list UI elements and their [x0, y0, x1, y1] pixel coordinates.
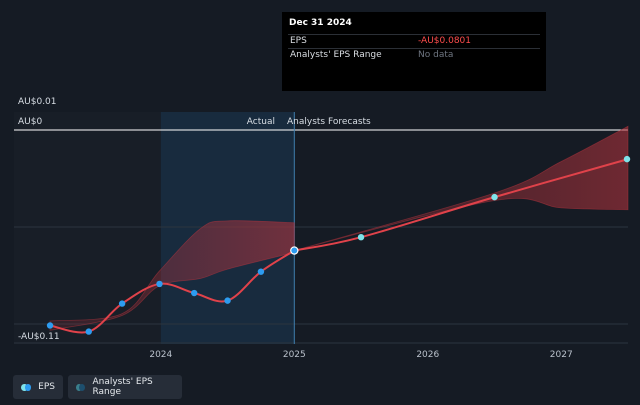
- tooltip-row-range: Analysts' EPS Range No data: [288, 48, 540, 62]
- eps-forecast-point[interactable]: [491, 193, 498, 201]
- legend-eps-range[interactable]: Analysts' EPS Range: [68, 375, 182, 399]
- tooltip-range-label: Analysts' EPS Range: [290, 50, 382, 60]
- x-tick-label: 2027: [550, 350, 573, 360]
- eps-forecast-point[interactable]: [623, 155, 631, 163]
- eps-forecast-point[interactable]: [357, 233, 365, 241]
- y-top-label: AU$0.01: [18, 97, 57, 107]
- legend-eps-label: EPS: [38, 382, 55, 392]
- eps-actual-point[interactable]: [85, 328, 92, 335]
- eps-actual-point[interactable]: [224, 297, 231, 304]
- legend-range-label: Analysts' EPS Range: [92, 377, 153, 397]
- eps-actual-point[interactable]: [46, 322, 54, 329]
- y-zero-label: AU$0: [18, 117, 42, 127]
- x-tick-label: 2025: [283, 350, 306, 360]
- eps-actual-line: [49, 249, 295, 334]
- eps-actual-point[interactable]: [118, 300, 126, 307]
- tooltip-row-eps: EPS -AU$0.0801: [288, 34, 540, 48]
- tooltip-eps-value: -AU$0.0801: [418, 36, 472, 46]
- tooltip-date: Dec 31 2024: [289, 18, 352, 28]
- legend-eps[interactable]: EPS: [13, 375, 63, 399]
- x-tick-label: 2026: [416, 350, 439, 360]
- tooltip-eps-label: EPS: [290, 36, 307, 46]
- x-tick-label: 2024: [149, 350, 172, 360]
- eps-actual-point[interactable]: [156, 280, 163, 288]
- past-background: [14, 112, 161, 344]
- y-min-label: -AU$0.11: [18, 332, 60, 342]
- tooltip: Dec 31 2024 EPS -AU$0.0801 Analysts' EPS…: [282, 12, 546, 91]
- actual-label: Actual: [247, 117, 275, 127]
- eps-dot-icon: [21, 383, 28, 391]
- eps-actual-point[interactable]: [257, 268, 265, 275]
- eps-actual-point[interactable]: [290, 246, 299, 255]
- eps-forecast-line: [294, 158, 629, 252]
- eps-dot-icon-2: [24, 383, 32, 391]
- range-dot-icon: [76, 383, 83, 391]
- forecast-eps-range-band: [294, 125, 629, 251]
- tooltip-range-value: No data: [418, 50, 454, 60]
- forecast-label: Analysts Forecasts: [287, 117, 371, 127]
- range-dot-icon-2: [79, 383, 86, 391]
- eps-actual-point[interactable]: [190, 289, 198, 297]
